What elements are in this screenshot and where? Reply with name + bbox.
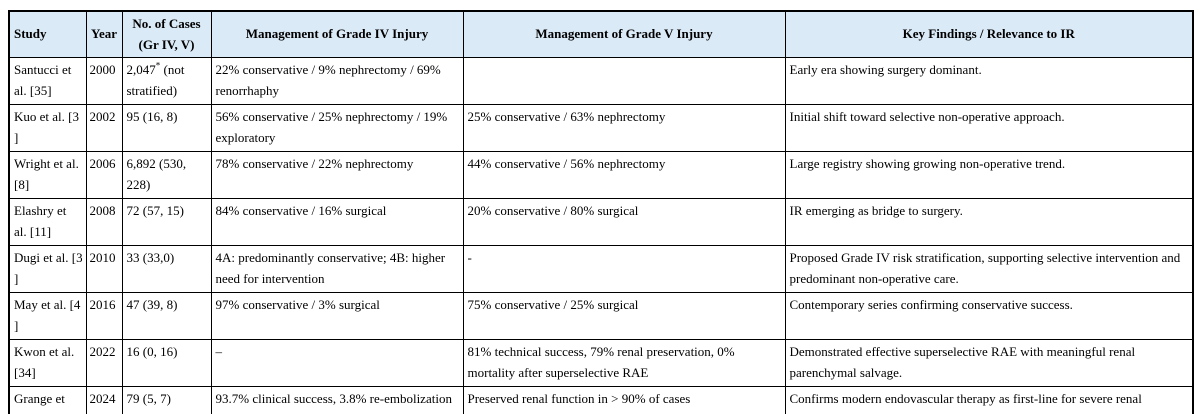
table-body: Santucci et al. [35] 2000 2,047* (not st… — [8, 57, 1194, 414]
grade5-cell: 44% conservative / 56% nephrectomy — [462, 151, 786, 199]
cases-value: 2,047 — [126, 62, 156, 77]
findings-cell: Contemporary series confirming conservat… — [784, 292, 1194, 340]
findings-cell: Demonstrated effective superselective RA… — [784, 339, 1194, 387]
cases-cell: 79 (5, 7) — [121, 386, 212, 414]
cases-note: (not stratified) — [126, 62, 185, 98]
cases-cell: 33 (33,0) — [121, 245, 212, 293]
study-line: ] — [14, 270, 19, 286]
findings-cell: Early era showing surgery dominant. — [784, 57, 1194, 105]
grade5-cell: - — [462, 245, 786, 293]
grade5-cell: 75% conservative / 25% surgical — [462, 292, 786, 340]
study-line: ] — [14, 317, 19, 333]
study-cell: Grange et al. [10] — [8, 386, 87, 414]
grade5-cell: Preserved renal function in > 90% of cas… — [462, 386, 786, 414]
findings-cell: Large registry showing growing non-opera… — [784, 151, 1194, 199]
study-line: Kwon et al. — [14, 344, 75, 359]
study-cell: Kwon et al. [34] — [8, 339, 87, 387]
table-row: May et al. [4 ] 2016 47 (39, 8) 97% cons… — [8, 292, 1194, 340]
study-line: [34] — [14, 364, 36, 380]
findings-cell: Proposed Grade IV risk stratification, s… — [784, 245, 1194, 293]
study-cell: Wright et al. [8] — [8, 151, 87, 199]
table-row: Kwon et al. [34] 2022 16 (0, 16) – 81% t… — [8, 339, 1194, 387]
grade4-cell: 97% conservative / 3% surgical — [210, 292, 464, 340]
findings-cell: Initial shift toward selective non-opera… — [784, 104, 1194, 152]
year-cell: 2008 — [85, 198, 123, 246]
studies-table: Study Year No. of Cases (Gr IV, V) Manag… — [8, 10, 1194, 414]
study-line: Kuo et al. [3 — [14, 109, 79, 124]
study-line: al. [11] — [14, 223, 52, 239]
grade4-cell: 78% conservative / 22% nephrectomy — [210, 151, 464, 199]
year-cell: 2002 — [85, 104, 123, 152]
col-header-cases-line1: No. of Cases — [132, 16, 201, 31]
study-line: Grange et — [14, 391, 65, 406]
study-cell: Dugi et al. [3 ] — [8, 245, 87, 293]
table-row: Grange et al. [10] 2024 79 (5, 7) 93.7% … — [8, 386, 1194, 414]
study-line: [8] — [14, 176, 30, 192]
table-row: Kuo et al. [3 ] 2002 95 (16, 8) 56% cons… — [8, 104, 1194, 152]
study-line: Santucci et — [14, 62, 72, 77]
study-cell: Kuo et al. [3 ] — [8, 104, 87, 152]
cases-cell: 6,892 (530, 228) — [121, 151, 212, 199]
grade4-cell: 22% conservative / 9% nephrectomy / 69% … — [210, 57, 464, 105]
findings-cell: IR emerging as bridge to surgery. — [784, 198, 1194, 246]
col-header-year: Year — [85, 10, 123, 58]
table-header: Study Year No. of Cases (Gr IV, V) Manag… — [8, 10, 1194, 58]
col-header-study: Study — [8, 10, 87, 58]
year-cell: 2010 — [85, 245, 123, 293]
cases-cell: 95 (16, 8) — [121, 104, 212, 152]
asterisk-footnote-marker: * — [155, 60, 161, 71]
cases-cell: 2,047* (not stratified) — [121, 57, 212, 105]
year-cell: 2016 — [85, 292, 123, 340]
study-line: al. [10] — [14, 410, 82, 414]
year-cell: 2006 — [85, 151, 123, 199]
study-line: ] — [14, 129, 19, 145]
col-header-grade5: Management of Grade V Injury — [462, 10, 786, 58]
cases-cell: 72 (57, 15) — [121, 198, 212, 246]
grade5-cell: 81% technical success, 79% renal preserv… — [462, 339, 786, 387]
col-header-findings: Key Findings / Relevance to IR — [784, 10, 1194, 58]
col-header-cases: No. of Cases (Gr IV, V) — [121, 10, 212, 58]
study-line: al. [35] — [14, 82, 52, 98]
study-line: Dugi et al. [3 — [14, 250, 82, 265]
grade4-cell: – — [210, 339, 464, 387]
grade4-cell: 56% conservative / 25% nephrectomy / 19%… — [210, 104, 464, 152]
study-cell: Elashry et al. [11] — [8, 198, 87, 246]
table-row: Wright et al. [8] 2006 6,892 (530, 228) … — [8, 151, 1194, 199]
study-line: Wright et al. — [14, 156, 79, 171]
year-cell: 2022 — [85, 339, 123, 387]
table-row: Dugi et al. [3 ] 2010 33 (33,0) 4A: pred… — [8, 245, 1194, 293]
study-cell: May et al. [4 ] — [8, 292, 87, 340]
year-cell: 2000 — [85, 57, 123, 105]
col-header-grade4: Management of Grade IV Injury — [210, 10, 464, 58]
table-row: Santucci et al. [35] 2000 2,047* (not st… — [8, 57, 1194, 105]
findings-cell: Confirms modern endovascular therapy as … — [784, 386, 1194, 414]
study-cell: Santucci et al. [35] — [8, 57, 87, 105]
grade4-cell: 93.7% clinical success, 3.8% re-emboliza… — [210, 386, 464, 414]
study-line: Elashry et — [14, 203, 67, 218]
grade5-cell — [462, 57, 786, 105]
cases-cell: 47 (39, 8) — [121, 292, 212, 340]
table-row: Elashry et al. [11] 2008 72 (57, 15) 84%… — [8, 198, 1194, 246]
header-row: Study Year No. of Cases (Gr IV, V) Manag… — [8, 10, 1194, 58]
year-cell: 2024 — [85, 386, 123, 414]
grade4-cell: 84% conservative / 16% surgical — [210, 198, 464, 246]
grade5-cell: 25% conservative / 63% nephrectomy — [462, 104, 786, 152]
grade5-cell: 20% conservative / 80% surgical — [462, 198, 786, 246]
cases-cell: 16 (0, 16) — [121, 339, 212, 387]
grade4-cell: 4A: predominantly conservative; 4B: high… — [210, 245, 464, 293]
study-line: May et al. [4 — [14, 297, 81, 312]
col-header-cases-line2: (Gr IV, V) — [138, 36, 195, 52]
